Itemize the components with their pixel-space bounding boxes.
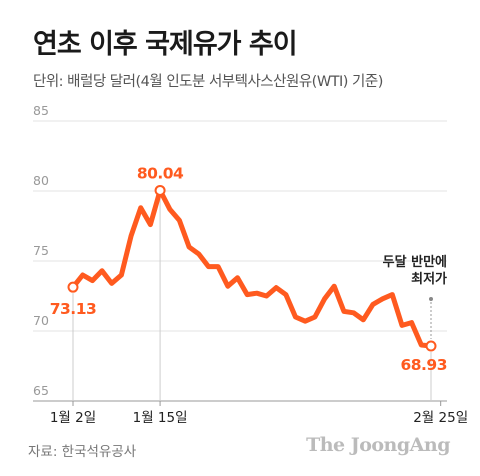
source-note: 자료: 한국석유공사 [28,444,137,460]
x-tick-label: 1월 15일 [133,410,188,426]
y-tick-label: 75 [33,243,49,258]
brand-logo: The JoongAng [306,434,450,456]
chart-subtitle: 단위: 배럴당 달러(4월 인도분 서부텍사스산원유(WTI) 기준) [33,74,383,90]
chart-title: 연초 이후 국제유가 추이 [33,29,298,60]
y-tick-label: 65 [33,383,49,398]
data-label: 80.04 [137,164,184,182]
y-tick-label: 80 [33,173,49,188]
x-tick-label: 2월 25일 [413,410,468,426]
data-point-marker [154,184,166,196]
data-label: 68.93 [400,356,447,374]
data-point-marker [67,281,79,293]
series-line [70,187,434,349]
annotation-dot [429,296,433,301]
x-tick-label: 1월 2일 [50,410,96,426]
y-tick-label: 85 [33,103,49,118]
y-tick-label: 70 [33,313,49,328]
annotation-note: 최저가 [411,272,447,287]
annotation-note: 두달 반만에 [383,254,447,270]
data-point-marker [425,340,437,352]
data-label: 73.13 [50,300,97,318]
